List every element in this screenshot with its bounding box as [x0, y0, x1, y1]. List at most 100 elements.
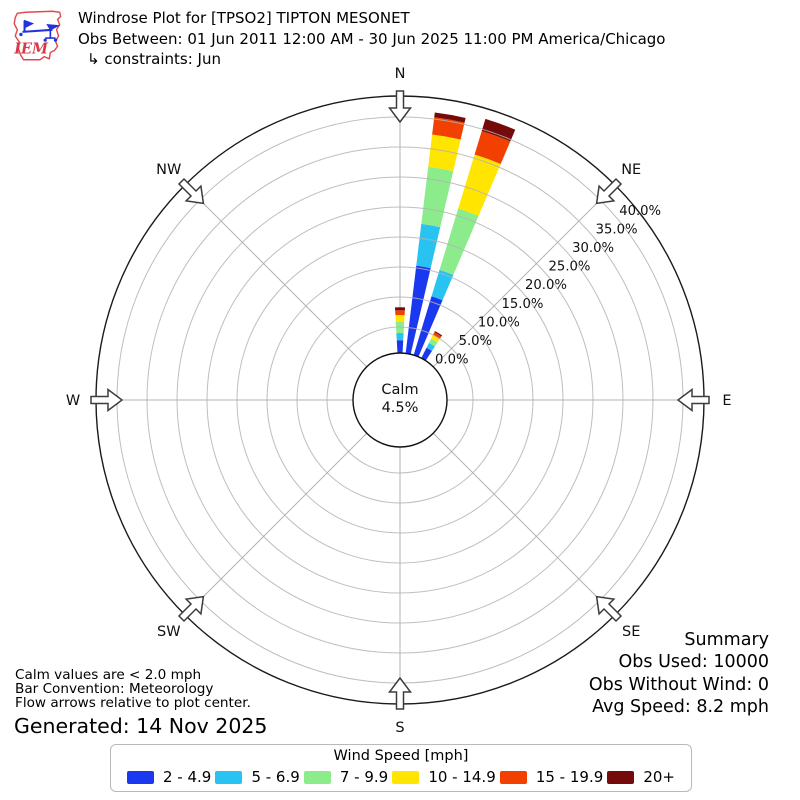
plot-notes: Calm values are < 2.0 mph Bar Convention…	[15, 668, 251, 711]
page-subtitle: Obs Between: 01 Jun 2011 12:00 AM - 30 J…	[78, 29, 666, 48]
grid-ring-15	[266, 266, 534, 534]
legend-entry-1: 5 - 6.9	[215, 768, 300, 786]
summary-title: Summary	[684, 630, 769, 650]
flow-arrow-n-icon	[388, 90, 412, 124]
bar-20deg-seg4	[474, 130, 511, 164]
compass-label-se: SE	[622, 624, 640, 640]
grid-ring-20	[236, 236, 564, 564]
radial-tick-label-25: 25.0%	[549, 260, 591, 275]
legend-label-5: 20+	[643, 768, 675, 786]
bar-30deg-seg4	[432, 332, 442, 340]
iowa-outline	[13, 10, 62, 61]
radial-tick-label-5: 5.0%	[459, 334, 493, 349]
bar-10deg-seg1	[416, 223, 441, 269]
legend-entry-2: 7 - 9.9	[303, 768, 389, 786]
legend-row: 2 - 4.9 5 - 6.9 7 - 9.9 10 - 14.9 15 - 19.9 2…	[111, 764, 691, 786]
legend-label-4: 15 - 19.9	[535, 768, 604, 786]
constraints-note: ↳ constraints: Jun	[87, 50, 221, 68]
radial-tick-label-0: 0.0%	[435, 353, 469, 368]
grid-ring-25	[206, 206, 594, 594]
anemometer-icon	[19, 19, 61, 42]
legend-swatch-5	[607, 770, 635, 784]
flow-arrow-nw-icon	[177, 177, 205, 205]
summary-obs-without-wind: Obs Without Wind: 0	[588, 674, 769, 695]
radial-tick-label-40: 40.0%	[619, 204, 661, 219]
legend-entry-5: 20+	[607, 768, 675, 786]
bar-20deg-seg0	[413, 296, 443, 357]
grid-ring-10	[296, 296, 504, 504]
grid-ring-35	[146, 146, 654, 654]
calm-circle	[352, 352, 448, 448]
legend-label-0: 2 - 4.9	[163, 768, 212, 786]
compass-label-sw: SW	[157, 624, 181, 640]
radial-tick-label-35: 35.0%	[596, 222, 638, 237]
legend-title: Wind Speed [mph]	[333, 748, 469, 764]
bar-0deg-seg0	[396, 340, 404, 354]
compass-label-s: S	[395, 720, 404, 736]
iem-logo: IEM	[13, 10, 62, 61]
flow-arrows-note: Flow arrows relative to plot center.	[15, 695, 251, 712]
compass-label-n: N	[395, 66, 406, 82]
bar-30deg-seg3	[431, 335, 440, 343]
flow-arrow-s-icon	[388, 676, 412, 710]
summary-block: Summary Obs Used: 10000 Obs Without Wind…	[589, 629, 769, 718]
spoke-sw	[184, 432, 368, 616]
compass-label-w: W	[66, 393, 80, 409]
bar-0deg-seg3	[395, 314, 405, 322]
radial-tick-label-10: 10.0%	[478, 315, 520, 330]
compass-label-nw: NW	[156, 162, 181, 178]
bar-10deg-seg2	[421, 166, 454, 228]
radial-tick-label-15: 15.0%	[501, 297, 543, 312]
bar-10deg-seg0	[405, 265, 431, 355]
spoke-nw	[184, 184, 368, 368]
summary-avg-speed: Avg Speed: 8.2 mph	[592, 696, 769, 717]
legend-box: Wind Speed [mph] 2 - 4.9 5 - 6.9 7 - 9.9 10…	[110, 744, 692, 792]
bar-20deg-seg1	[431, 269, 454, 301]
page-title: Windrose Plot for [TPSO2] TIPTON MESONET	[78, 9, 410, 27]
bar-20deg-seg2	[439, 208, 479, 275]
flow-arrow-ne-icon	[595, 177, 623, 205]
bar-0deg-seg1	[396, 333, 404, 341]
legend-swatch-0	[127, 770, 154, 784]
bar-10deg-seg5	[434, 112, 466, 123]
legend-entry-3: 10 - 14.9	[392, 768, 496, 786]
bar-convention-note: Bar Convention: Meteorology	[15, 681, 214, 698]
header: Windrose Plot for [TPSO2] TIPTON MESONET…	[78, 8, 665, 70]
bar-30deg-seg1	[426, 342, 435, 351]
bar-0deg-seg5	[394, 307, 406, 311]
flow-arrow-se-icon	[595, 595, 623, 623]
legend-label-2: 7 - 9.9	[339, 768, 389, 786]
legend-entry-0: 2 - 4.9	[127, 768, 211, 786]
legend-entry-4: 15 - 19.9	[499, 768, 604, 786]
bar-10deg-seg3	[428, 134, 461, 172]
legend-label-1: 5 - 6.9	[251, 768, 300, 786]
compass-label-ne: NE	[621, 162, 641, 178]
legend-swatch-3	[392, 770, 420, 784]
legend-swatch-4	[499, 770, 527, 784]
iem-logo-text: IEM	[13, 41, 49, 58]
calm-note: Calm values are < 2.0 mph	[15, 667, 202, 683]
bar-20deg-seg5	[481, 118, 516, 142]
legend-swatch-1	[215, 770, 243, 784]
radial-tick-label-30: 30.0%	[572, 241, 614, 256]
grid-ring-30	[176, 176, 624, 624]
legend-swatch-2	[303, 770, 331, 784]
flow-arrow-w-icon	[90, 388, 124, 412]
radial-tick-label-20: 20.0%	[525, 278, 567, 293]
flow-arrow-sw-icon	[177, 595, 205, 623]
legend-label-3: 10 - 14.9	[428, 768, 496, 786]
spoke-ne	[432, 184, 616, 368]
bar-30deg-seg2	[428, 338, 438, 347]
calm-value: 4.5%	[382, 400, 419, 416]
spoke-se	[432, 432, 616, 616]
flow-arrow-e-icon	[676, 388, 710, 412]
calm-label: Calm	[381, 382, 418, 398]
bar-0deg-seg4	[395, 310, 405, 316]
bar-20deg-seg3	[458, 154, 501, 216]
compass-label-e: E	[722, 393, 731, 409]
bar-30deg-seg0	[421, 347, 432, 361]
summary-obs-used: Obs Used: 10000	[618, 652, 770, 673]
grid-ring-5	[326, 326, 474, 474]
